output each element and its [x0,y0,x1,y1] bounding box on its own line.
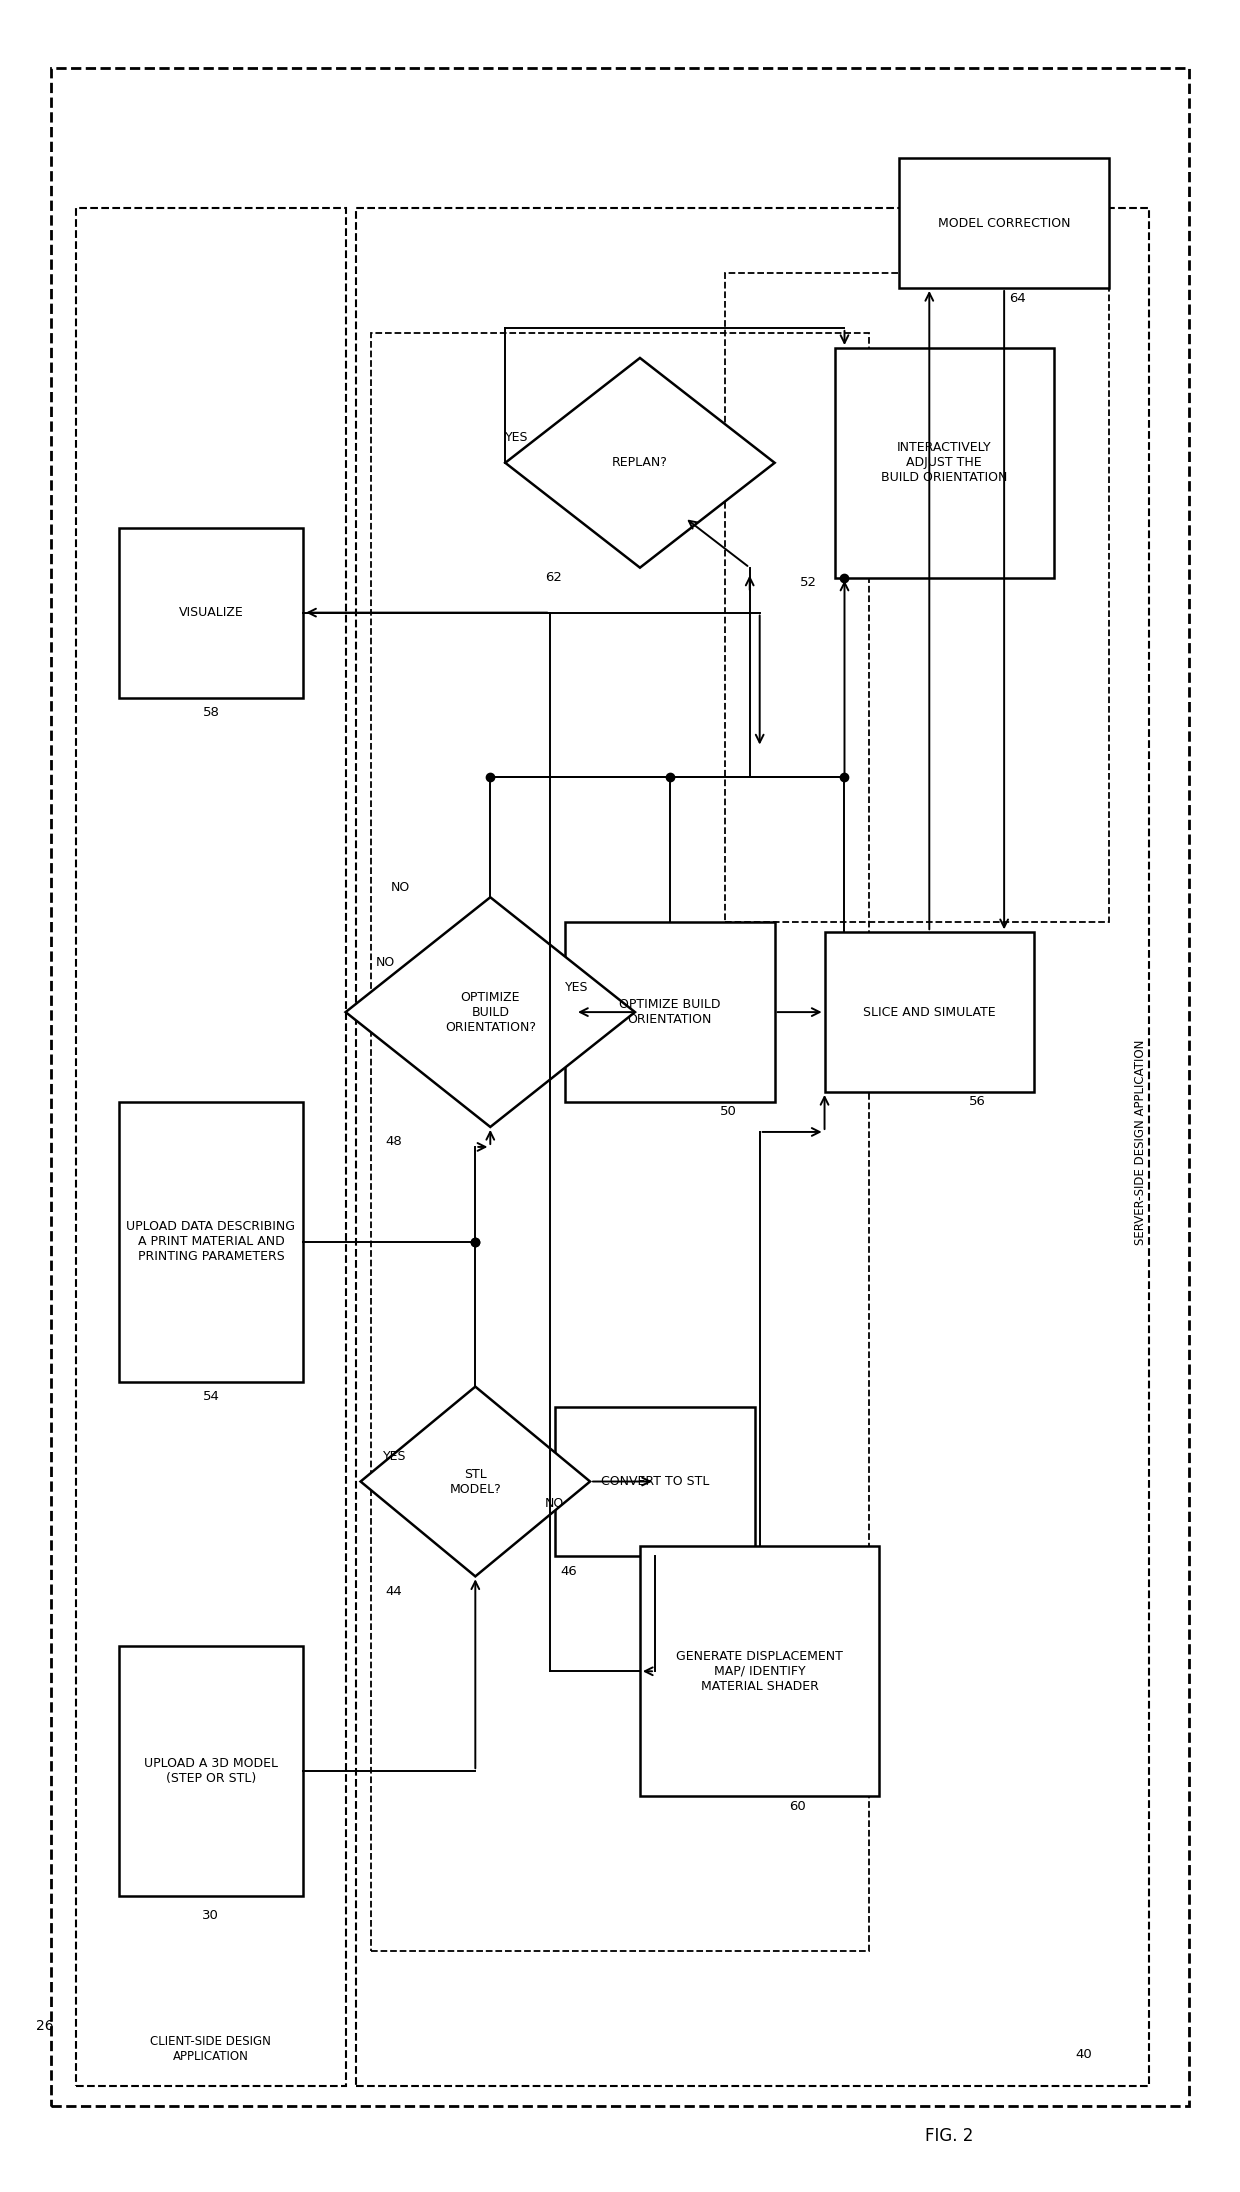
Text: YES: YES [505,432,528,445]
Bar [371,333,869,1951]
Text: 40: 40 [1075,2047,1092,2060]
Text: REPLAN?: REPLAN? [613,456,668,469]
Text: VISUALIZE: VISUALIZE [179,607,243,618]
Text: 46: 46 [560,1565,577,1578]
Text: GENERATE DISPLACEMENT
MAP/ IDENTIFY
MATERIAL SHADER: GENERATE DISPLACEMENT MAP/ IDENTIFY MATE… [676,1651,843,1692]
Bar [899,158,1109,287]
Text: NO: NO [546,1497,564,1510]
Text: YES: YES [565,980,589,993]
Text: 62: 62 [546,572,562,583]
Bar [76,208,346,2087]
Polygon shape [346,897,635,1127]
Text: 54: 54 [202,1390,219,1403]
Bar [119,1646,304,1896]
Text: 64: 64 [1009,292,1025,305]
Polygon shape [505,357,775,568]
Text: 52: 52 [800,576,817,590]
Text: YES: YES [382,1451,405,1462]
Text: SERVER-SIDE DESIGN APPLICATION: SERVER-SIDE DESIGN APPLICATION [1135,1039,1147,1245]
Text: 56: 56 [970,1096,986,1109]
Text: FIG. 2: FIG. 2 [925,2126,973,2144]
Text: NO: NO [391,881,409,894]
Text: INTERACTIVELY
ADJUST THE
BUILD ORIENTATION: INTERACTIVELY ADJUST THE BUILD ORIENTATI… [882,441,1007,484]
Text: CLIENT-SIDE DESIGN
APPLICATION: CLIENT-SIDE DESIGN APPLICATION [150,2034,272,2063]
Bar [724,274,1109,923]
Text: 48: 48 [386,1135,402,1149]
Bar [565,923,775,1103]
Bar [356,208,1148,2087]
Polygon shape [361,1388,590,1576]
Text: 58: 58 [202,706,219,719]
Text: OPTIMIZE
BUILD
ORIENTATION?: OPTIMIZE BUILD ORIENTATION? [445,991,536,1035]
Text: MODEL CORRECTION: MODEL CORRECTION [937,217,1070,230]
Text: UPLOAD DATA DESCRIBING
A PRINT MATERIAL AND
PRINTING PARAMETERS: UPLOAD DATA DESCRIBING A PRINT MATERIAL … [126,1221,295,1263]
Bar [119,528,304,697]
Bar [640,1545,879,1795]
Text: UPLOAD A 3D MODEL
(STEP OR STL): UPLOAD A 3D MODEL (STEP OR STL) [144,1758,278,1784]
Text: 50: 50 [719,1105,737,1118]
Text: 26: 26 [36,2019,53,2032]
Text: STL
MODEL?: STL MODEL? [449,1466,501,1495]
Bar [556,1407,755,1556]
Text: SLICE AND SIMULATE: SLICE AND SIMULATE [863,1006,996,1019]
Bar [835,349,1054,579]
Bar [119,1103,304,1381]
Bar [825,932,1034,1092]
Text: OPTIMIZE BUILD
ORIENTATION: OPTIMIZE BUILD ORIENTATION [619,997,720,1026]
Text: 44: 44 [386,1585,402,1598]
Text: 60: 60 [790,1800,806,1813]
Text: NO: NO [376,956,394,969]
Text: CONVERT TO STL: CONVERT TO STL [600,1475,709,1488]
Text: 30: 30 [202,1909,219,1922]
